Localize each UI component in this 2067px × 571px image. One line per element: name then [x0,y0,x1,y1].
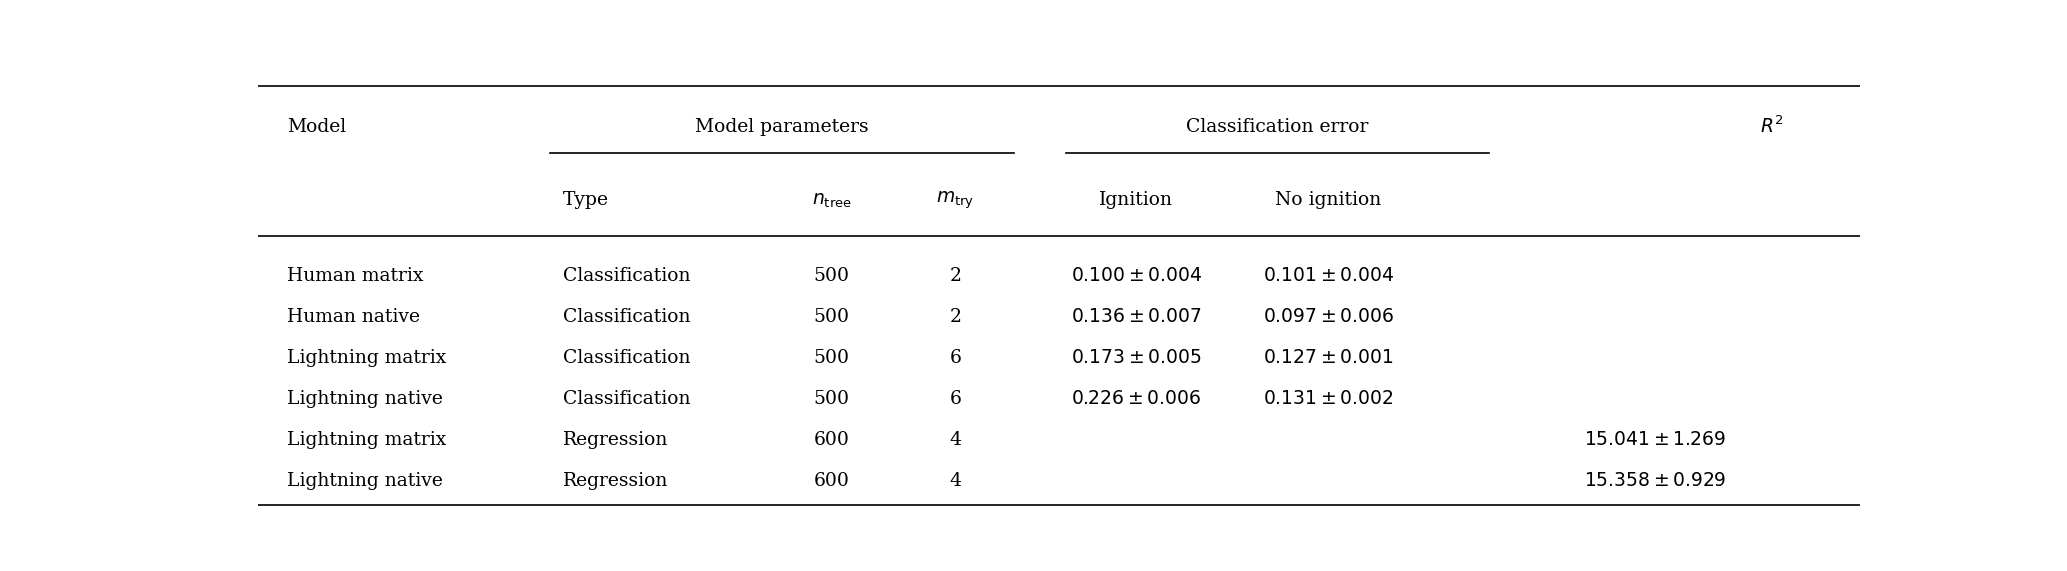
Text: Classification: Classification [562,349,690,367]
Text: 500: 500 [814,267,850,285]
Text: $0.101 \pm 0.004$: $0.101 \pm 0.004$ [1263,267,1393,285]
Text: Human matrix: Human matrix [287,267,424,285]
Text: 500: 500 [814,308,850,326]
Text: $n_{\mathrm{tree}}$: $n_{\mathrm{tree}}$ [812,191,852,210]
Text: $0.173 \pm 0.005$: $0.173 \pm 0.005$ [1071,349,1201,367]
Text: $0.226 \pm 0.006$: $0.226 \pm 0.006$ [1071,390,1201,408]
Text: $0.097 \pm 0.006$: $0.097 \pm 0.006$ [1263,308,1393,326]
Text: Classification: Classification [562,390,690,408]
Text: $0.136 \pm 0.007$: $0.136 \pm 0.007$ [1071,308,1201,326]
Text: Lightning matrix: Lightning matrix [287,431,446,449]
Text: Lightning native: Lightning native [287,472,442,490]
Text: $0.131 \pm 0.002$: $0.131 \pm 0.002$ [1263,390,1393,408]
Text: $15.041 \pm 1.269$: $15.041 \pm 1.269$ [1583,431,1726,449]
Text: 4: 4 [949,472,961,490]
Text: Classification: Classification [562,267,690,285]
Text: 4: 4 [949,431,961,449]
Text: $R^2$: $R^2$ [1761,116,1784,137]
Text: 2: 2 [949,308,961,326]
Text: $15.358 \pm 0.929$: $15.358 \pm 0.929$ [1583,472,1726,490]
Text: Type: Type [562,191,610,210]
Text: 600: 600 [814,431,850,449]
Text: $0.127 \pm 0.001$: $0.127 \pm 0.001$ [1263,349,1393,367]
Text: Ignition: Ignition [1100,191,1174,210]
Text: Classification: Classification [562,308,690,326]
Text: Regression: Regression [562,431,668,449]
Text: Human native: Human native [287,308,420,326]
Text: 500: 500 [814,390,850,408]
Text: 2: 2 [949,267,961,285]
Text: Lightning matrix: Lightning matrix [287,349,446,367]
Text: Classification error: Classification error [1186,118,1368,135]
Text: No ignition: No ignition [1275,191,1381,210]
Text: Model parameters: Model parameters [695,118,868,135]
Text: 6: 6 [949,390,961,408]
Text: 500: 500 [814,349,850,367]
Text: Model: Model [287,118,347,135]
Text: Regression: Regression [562,472,668,490]
Text: 600: 600 [814,472,850,490]
Text: 6: 6 [949,349,961,367]
Text: $0.100 \pm 0.004$: $0.100 \pm 0.004$ [1071,267,1201,285]
Text: Lightning native: Lightning native [287,390,442,408]
Text: $m_{\mathrm{try}}$: $m_{\mathrm{try}}$ [936,190,974,211]
